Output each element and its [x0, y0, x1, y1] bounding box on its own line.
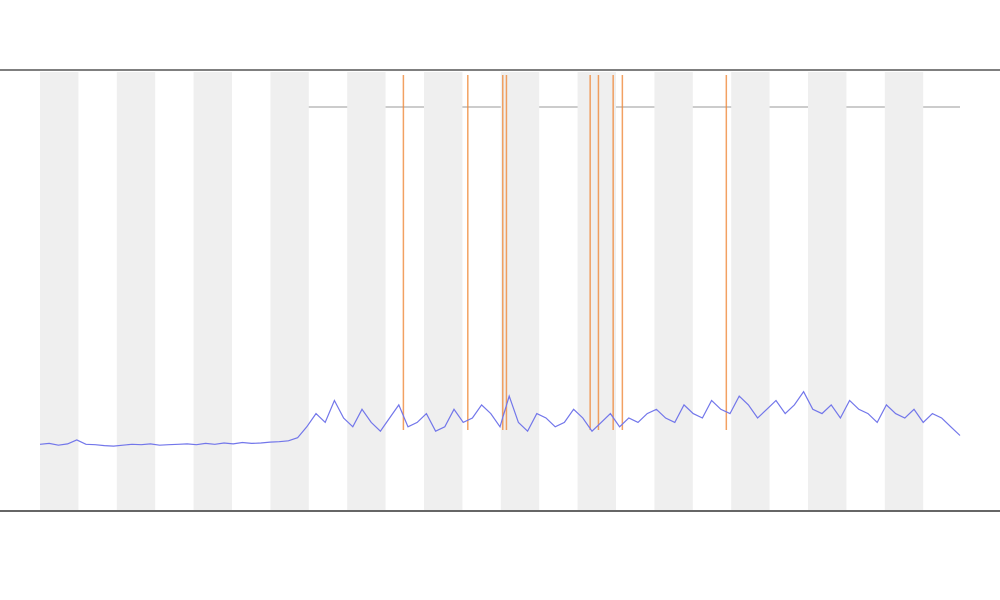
- band: [40, 72, 79, 510]
- band: [731, 72, 770, 510]
- band: [577, 72, 616, 510]
- band: [270, 72, 309, 510]
- band: [424, 72, 463, 510]
- bands: [40, 72, 924, 510]
- series-line: [39, 390, 961, 447]
- plot: [39, 75, 961, 447]
- band: [808, 72, 847, 510]
- band: [884, 72, 924, 510]
- band: [116, 72, 156, 510]
- band: [347, 72, 386, 510]
- band: [193, 72, 232, 510]
- band: [500, 72, 540, 510]
- band: [654, 72, 693, 510]
